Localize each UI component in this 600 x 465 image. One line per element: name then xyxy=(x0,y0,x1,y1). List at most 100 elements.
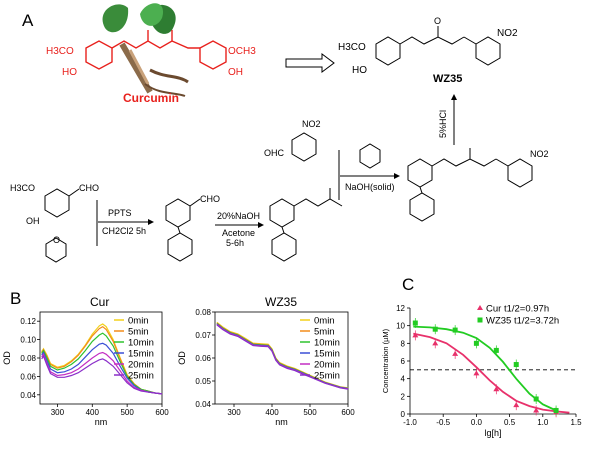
x-tick-label: 300 xyxy=(51,408,65,417)
y-tick-label: 0.06 xyxy=(195,354,211,363)
series-line-25min xyxy=(41,354,163,395)
step2-solvent: Acetone xyxy=(222,228,255,238)
y-tick-label: 0.04 xyxy=(195,400,211,409)
legend-label-20min: 20min xyxy=(128,360,154,371)
protected-wz35-nitro: NO2 xyxy=(530,149,549,159)
curcumin-left-methoxy: H3CO xyxy=(46,46,74,57)
y-tick-label: 0.12 xyxy=(20,317,36,326)
curcumin-plant-illustration xyxy=(102,3,189,97)
wz35-hydroxy: HO xyxy=(352,65,367,76)
wz35-nitro: NO2 xyxy=(497,28,518,39)
x-axis-label: nm xyxy=(95,417,108,427)
panel-b-left-title: Cur xyxy=(90,295,109,309)
curcumin-right-methoxy: OCH3 xyxy=(228,46,256,57)
x-tick-label: -1.0 xyxy=(403,418,417,427)
x-axis-label: lg[h] xyxy=(484,428,501,438)
y-tick-label: 0.07 xyxy=(195,331,211,340)
nitrobenzaldehyde-structure xyxy=(291,132,317,162)
x-tick-label: 500 xyxy=(303,408,317,417)
uv-spectrum-cur-chart: 300 400 500 600 0.04 0.06 0.08 0.10 0.12 nm OD 0min… xyxy=(2,311,169,427)
y-tick-label: 12 xyxy=(396,304,405,313)
x-tick-label: -0.5 xyxy=(436,418,450,427)
legend-label-20min: 20min xyxy=(314,360,340,371)
arrow-step2-head xyxy=(258,222,264,228)
y-tick-label: 0 xyxy=(401,410,406,419)
nitrobenzaldehyde-aldehyde: OHC xyxy=(264,148,285,158)
step2-time: 5-6h xyxy=(226,238,244,248)
x-tick-label: 500 xyxy=(120,408,134,417)
vanillin-aldehyde: CHO xyxy=(79,183,99,193)
protected-wz35-structure xyxy=(407,148,533,222)
enone-intermediate-structure xyxy=(269,188,343,262)
fit-curve-triangle xyxy=(413,332,570,414)
legend-label-10min: 10min xyxy=(128,338,154,349)
x-tick-label: 300 xyxy=(227,408,241,417)
y-tick-label: 0.10 xyxy=(20,336,36,345)
legend-label-0min: 0min xyxy=(314,316,335,327)
vanillin-methoxy: H3CO xyxy=(10,183,35,193)
wz35-structure xyxy=(375,26,501,66)
panel-b-right-title: WZ35 xyxy=(265,295,297,309)
protected-aldehyde: CHO xyxy=(200,194,220,204)
stability-chart: -1.0 -0.5 0.0 0.5 1.0 1.5 0 2 4 6 8 10 12 lg[h] Concen… xyxy=(381,304,582,439)
x-tick-label: 400 xyxy=(265,408,279,417)
legend-label: Cur t1/2=0.97h xyxy=(486,304,549,315)
panel-c-letter: C xyxy=(402,275,414,294)
legend-label-10min: 10min xyxy=(314,338,340,349)
legend-label-25min: 25min xyxy=(314,371,340,382)
series-line-20min xyxy=(41,351,163,395)
legend-label-5min: 5min xyxy=(128,327,149,338)
y-tick-label: 0.08 xyxy=(195,308,211,317)
dihydropyran-structure xyxy=(45,237,67,263)
y-axis-label: Concentration (µM) xyxy=(381,328,390,393)
legend-label-15min: 15min xyxy=(314,349,340,360)
x-tick-label: 0.5 xyxy=(504,418,516,427)
wz35-label: WZ35 xyxy=(433,73,462,85)
dioxane-structure xyxy=(359,143,381,169)
y-tick-label: 0.04 xyxy=(20,391,36,400)
y-tick-label: 0.05 xyxy=(195,377,211,386)
y-axis-label: OD xyxy=(177,351,187,365)
transformation-arrow xyxy=(285,53,335,73)
legend-label-25min: 25min xyxy=(128,371,154,382)
legend-marker-triangle xyxy=(477,305,483,310)
legend-marker-square xyxy=(477,317,483,323)
protected-vanillin-structure xyxy=(165,198,201,262)
step1-reagent: PPTS xyxy=(108,208,132,218)
y-tick-label: 0.08 xyxy=(20,354,36,363)
x-tick-label: 600 xyxy=(155,408,169,417)
uv-spectrum-wz35-chart: 300 400 500 600 0.04 0.05 0.06 0.07 0.08 nm OD 0min… xyxy=(177,308,355,427)
step3-reagent: NaOH(solid) xyxy=(345,182,395,192)
arrow-step3-head xyxy=(394,173,400,179)
x-tick-label: 600 xyxy=(341,408,355,417)
y-tick-label: 6 xyxy=(401,357,406,366)
curcumin-label: Curcumin xyxy=(123,91,179,105)
legend-label-0min: 0min xyxy=(128,316,149,327)
y-tick-label: 4 xyxy=(401,375,406,384)
legend-label-15min: 15min xyxy=(128,349,154,360)
curcumin-structure xyxy=(85,30,227,70)
series-line-25min xyxy=(216,324,349,390)
wz35-ketone-o: O xyxy=(434,16,441,26)
legend-label: WZ35 t1/2=3.72h xyxy=(486,316,559,327)
wz35-methoxy: H3CO xyxy=(338,42,366,53)
vanillin-hydroxy: OH xyxy=(26,216,40,226)
series-line-10min xyxy=(41,332,163,395)
panel-a-letter: A xyxy=(22,11,34,30)
x-tick-label: 400 xyxy=(86,408,100,417)
y-tick-label: 0.06 xyxy=(20,372,36,381)
x-tick-label: 0.0 xyxy=(471,418,483,427)
y-tick-label: 2 xyxy=(401,392,406,401)
arrow-step4-head xyxy=(451,94,457,100)
legend-label-5min: 5min xyxy=(314,327,335,338)
step2-reagent: 20%NaOH xyxy=(217,211,260,221)
panel-b-letter: B xyxy=(10,289,21,308)
step4-reagent: 5%HCl xyxy=(438,110,448,138)
nitrobenzaldehyde-nitro: NO2 xyxy=(302,119,321,129)
step1-conditions: CH2Cl2 5h xyxy=(102,226,146,236)
y-axis-label: OD xyxy=(2,351,12,365)
y-tick-label: 10 xyxy=(396,322,405,331)
vanillin-structure xyxy=(44,188,80,218)
